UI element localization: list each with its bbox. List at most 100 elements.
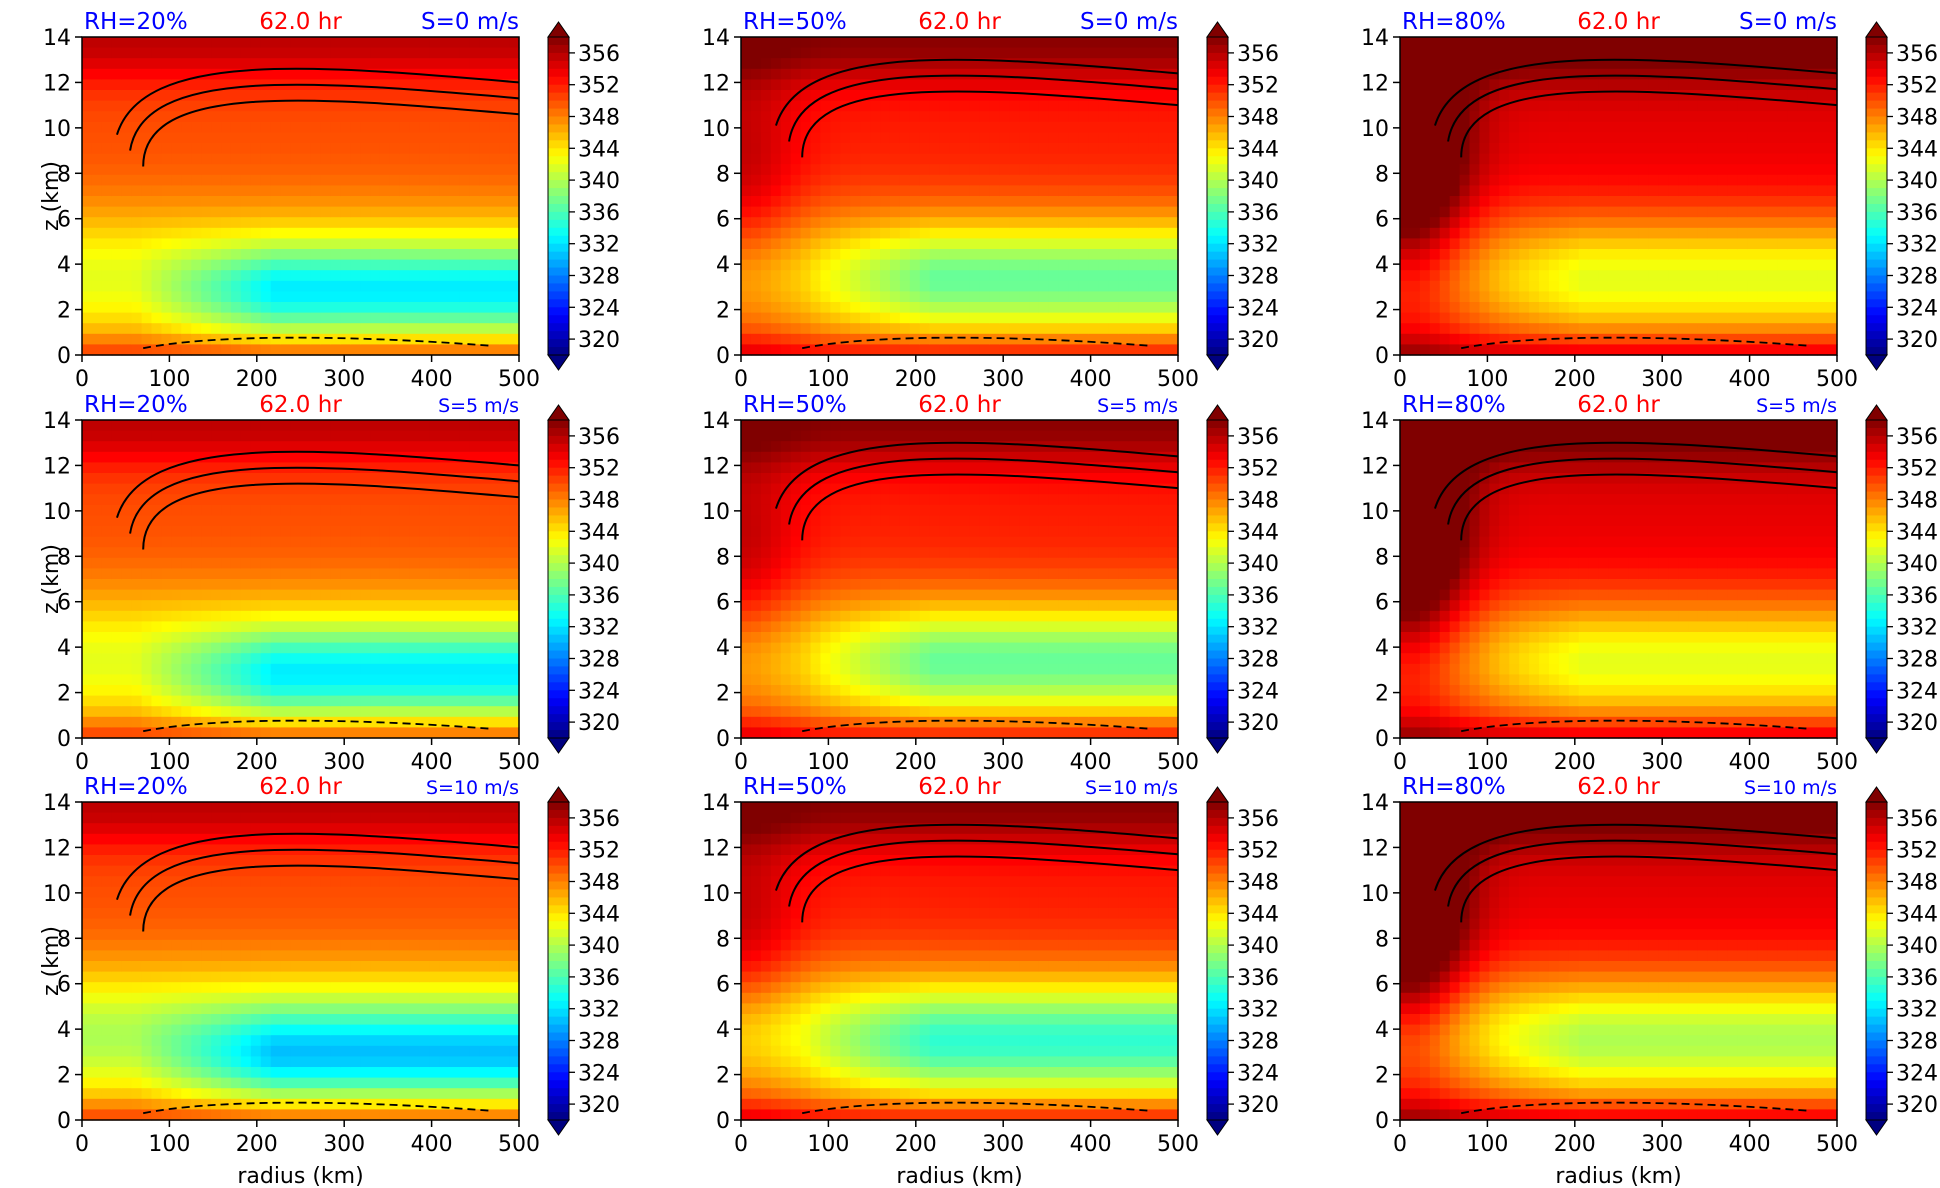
heat-cell bbox=[1128, 323, 1139, 335]
colorbar-tick-label: 352 bbox=[1896, 74, 1938, 99]
heat-cell bbox=[469, 227, 480, 239]
heat-cell bbox=[1439, 280, 1451, 292]
heat-cell bbox=[1479, 185, 1490, 197]
heat-cell bbox=[899, 164, 911, 176]
heat-cell bbox=[790, 100, 802, 112]
x-tick-label: 100 bbox=[807, 367, 849, 392]
heat-cell bbox=[1817, 143, 1828, 155]
heat-cell bbox=[1608, 90, 1620, 102]
heat-cell bbox=[250, 90, 262, 102]
heat-cell bbox=[111, 111, 123, 123]
heat-cell bbox=[1409, 259, 1421, 271]
heat-cell bbox=[1469, 249, 1481, 261]
heat-cell bbox=[1568, 196, 1580, 208]
heat-cell bbox=[1479, 238, 1490, 250]
heat-cell bbox=[399, 344, 411, 356]
heat-cell bbox=[929, 37, 941, 49]
heat-cell bbox=[181, 716, 192, 728]
heat-cell bbox=[1118, 227, 1129, 239]
heat-cell bbox=[449, 185, 461, 197]
heat-cell bbox=[1548, 312, 1560, 324]
heat-cell bbox=[1767, 121, 1779, 133]
heat-cell bbox=[1668, 249, 1679, 261]
heat-cell bbox=[181, 642, 192, 654]
y-tick-label: 4 bbox=[57, 253, 71, 278]
heat-cell bbox=[121, 473, 133, 485]
heat-cell bbox=[1608, 121, 1620, 133]
heat-cell bbox=[1727, 196, 1739, 208]
heat-cell bbox=[290, 249, 302, 261]
heat-cell bbox=[1628, 217, 1639, 229]
heat-cell bbox=[1817, 100, 1828, 112]
heat-cell bbox=[479, 132, 490, 144]
heat-cell bbox=[1148, 100, 1159, 112]
heat-cell bbox=[230, 323, 242, 335]
heat-cell bbox=[1539, 291, 1550, 303]
heat-cell bbox=[1787, 280, 1798, 292]
colorbar-tick-label: 328 bbox=[1237, 265, 1279, 290]
heat-cell bbox=[741, 58, 752, 70]
heat-cell bbox=[419, 333, 431, 345]
heat-cell bbox=[1019, 206, 1030, 218]
heat-cell bbox=[340, 68, 351, 80]
colorbar-segment bbox=[1866, 60, 1887, 70]
heat-cell bbox=[1807, 217, 1818, 229]
heat-cell bbox=[171, 568, 182, 580]
heat-cell bbox=[1737, 196, 1749, 208]
heat-cell bbox=[320, 47, 331, 59]
heat-cell bbox=[1707, 79, 1719, 91]
heat-cell bbox=[181, 291, 192, 303]
heat-cell bbox=[1158, 196, 1169, 208]
heat-cell bbox=[1628, 90, 1639, 102]
heat-cell bbox=[1489, 217, 1500, 229]
heat-cell bbox=[131, 121, 143, 133]
heat-cell bbox=[121, 47, 133, 59]
heat-cell bbox=[1747, 58, 1759, 70]
heat-cell bbox=[800, 174, 812, 186]
heat-cell bbox=[1400, 58, 1411, 70]
heat-cell bbox=[1168, 323, 1179, 335]
colorbar-segment bbox=[548, 203, 569, 213]
heat-cell bbox=[1459, 249, 1471, 261]
heat-cell bbox=[1578, 153, 1590, 165]
heat-cell bbox=[1727, 323, 1739, 335]
heat-cell bbox=[379, 196, 391, 208]
title-time: 62.0 hr bbox=[1577, 9, 1660, 35]
heat-cell bbox=[889, 323, 901, 335]
heat-cell bbox=[201, 302, 212, 314]
heat-cell bbox=[1078, 58, 1090, 70]
heat-cell bbox=[1767, 280, 1779, 292]
heat-cell bbox=[959, 153, 971, 165]
heat-cell bbox=[1499, 227, 1510, 239]
heat-cell bbox=[379, 185, 391, 197]
heat-cell bbox=[840, 79, 851, 91]
heat-cell bbox=[830, 238, 841, 250]
heat-cell bbox=[230, 483, 242, 495]
heat-cell bbox=[1757, 164, 1769, 176]
heat-cell bbox=[280, 526, 292, 538]
heat-cell bbox=[1608, 323, 1620, 335]
heat-cell bbox=[790, 121, 802, 133]
heat-cell bbox=[419, 58, 431, 70]
heat-cell bbox=[1048, 143, 1060, 155]
heat-cell bbox=[300, 473, 312, 485]
heat-cell bbox=[1400, 206, 1411, 218]
heat-cell bbox=[770, 90, 782, 102]
heat-cell bbox=[770, 79, 782, 91]
heat-cell bbox=[330, 227, 341, 239]
heat-cell bbox=[489, 164, 500, 176]
heat-cell bbox=[82, 483, 93, 495]
heat-cell bbox=[459, 90, 470, 102]
heat-cell bbox=[830, 312, 841, 324]
heat-cell bbox=[1678, 206, 1689, 218]
heat-cell bbox=[989, 196, 1000, 208]
heat-cell bbox=[360, 206, 371, 218]
heat-cell bbox=[499, 344, 510, 356]
heat-cell bbox=[1158, 344, 1169, 356]
heat-cell bbox=[310, 227, 321, 239]
heat-cell bbox=[870, 270, 881, 282]
heat-cell bbox=[929, 132, 941, 144]
heat-cell bbox=[760, 111, 772, 123]
heat-cell bbox=[1658, 68, 1669, 80]
